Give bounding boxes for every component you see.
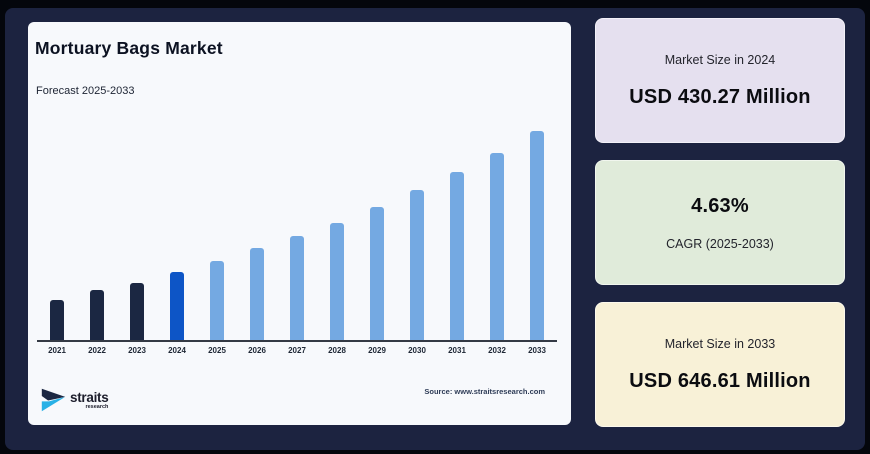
stat-card-value: USD 430.27 Million xyxy=(629,85,811,108)
bar-column xyxy=(357,207,397,340)
bar-2028 xyxy=(330,223,344,340)
bar-2033 xyxy=(530,131,544,340)
x-tick-label: 2021 xyxy=(48,346,66,355)
bar-column xyxy=(277,236,317,340)
chart-plot-area xyxy=(37,127,557,342)
bar-column xyxy=(317,223,357,340)
bar-2022 xyxy=(90,290,104,340)
chart-subtitle: Forecast 2025-2033 xyxy=(36,85,135,97)
stat-card-value: USD 646.61 Million xyxy=(629,369,811,392)
stat-card-label: Market Size in 2024 xyxy=(664,52,776,67)
x-tick-label: 2033 xyxy=(528,346,546,355)
x-tick-label: 2026 xyxy=(248,346,266,355)
market-chart-card: Mortuary Bags Market Forecast 2025-2033 … xyxy=(28,22,571,425)
x-tick-label: 2022 xyxy=(88,346,106,355)
bar-column xyxy=(477,153,517,340)
bar-column xyxy=(117,283,157,340)
bar-2030 xyxy=(410,190,424,340)
stat-card-value: 4.63% xyxy=(691,194,749,217)
stat-card-market-size-2024: Market Size in 2024 USD 430.27 Million xyxy=(595,18,845,143)
stat-card-label: CAGR (2025-2033) xyxy=(666,236,774,251)
bar-2031 xyxy=(450,172,464,340)
bar-column xyxy=(157,272,197,340)
bar-2027 xyxy=(290,236,304,340)
bar-column xyxy=(437,172,477,340)
stat-card-cagr: 4.63% CAGR (2025-2033) xyxy=(595,160,845,285)
stat-card-market-size-2033: Market Size in 2033 USD 646.61 Million xyxy=(595,302,845,427)
bar-column xyxy=(397,190,437,340)
logo-brand-text: straits xyxy=(70,390,109,405)
bar-column xyxy=(197,261,237,340)
source-attribution: Source: www.straitsresearch.com xyxy=(424,387,545,396)
chart-title: Mortuary Bags Market xyxy=(35,38,223,58)
x-tick-label: 2031 xyxy=(448,346,466,355)
stats-column: Market Size in 2024 USD 430.27 Million 4.… xyxy=(595,18,845,427)
bar-2029 xyxy=(370,207,384,340)
bar-column xyxy=(517,131,557,340)
stat-card-label: Market Size in 2033 xyxy=(664,336,776,351)
bar-column xyxy=(237,248,277,340)
x-tick-label: 2028 xyxy=(328,346,346,355)
x-tick-label: 2023 xyxy=(128,346,146,355)
bar-column xyxy=(37,300,77,340)
x-tick-label: 2032 xyxy=(488,346,506,355)
straits-research-logo: straits research xyxy=(40,387,109,414)
bar-2023 xyxy=(130,283,144,340)
logo-arrow-icon xyxy=(41,388,66,412)
bar-column xyxy=(77,290,117,340)
bar-2024 xyxy=(170,272,184,340)
x-tick-label: 2027 xyxy=(288,346,306,355)
bar-2025 xyxy=(210,261,224,340)
x-tick-label: 2024 xyxy=(168,346,186,355)
logo-wordmark: straits research xyxy=(70,390,109,410)
bar-2032 xyxy=(490,153,504,340)
bar-2026 xyxy=(250,248,264,340)
bar-2021 xyxy=(50,300,64,340)
chart-x-axis-labels: 2021 2022 2023 2024 2025 2026 2027 2028 2029 2030… xyxy=(37,346,557,355)
x-tick-label: 2029 xyxy=(368,346,386,355)
x-tick-label: 2025 xyxy=(208,346,226,355)
logo-brand-subtext: research xyxy=(85,404,109,410)
bar-chart: 2021 2022 2023 2024 2025 2026 2027 2028 2029 2030… xyxy=(37,127,557,355)
page-background: Mortuary Bags Market Forecast 2025-2033 … xyxy=(5,8,865,450)
x-tick-label: 2030 xyxy=(408,346,426,355)
